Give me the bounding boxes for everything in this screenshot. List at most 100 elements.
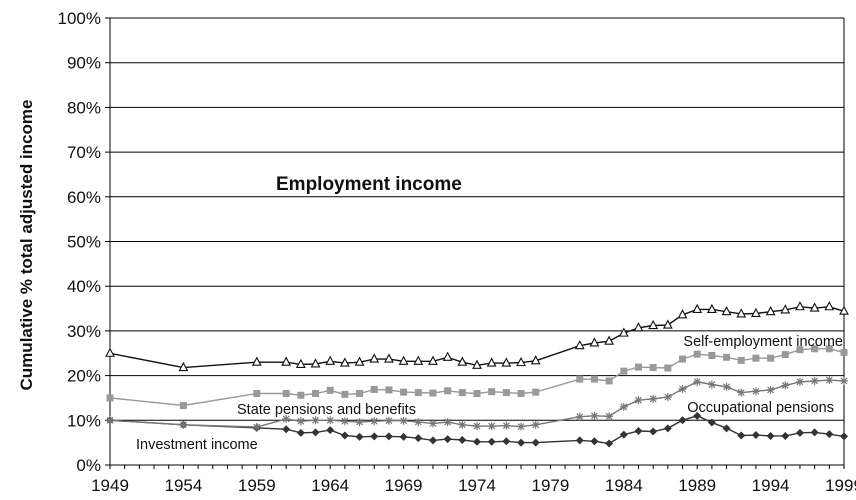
data-point	[531, 420, 540, 429]
data-point	[473, 437, 481, 446]
data-point	[751, 431, 760, 440]
x-tick-label: 1979	[531, 476, 569, 495]
y-tick-label: 10%	[67, 411, 101, 430]
data-point	[781, 351, 789, 359]
data-point	[605, 439, 614, 448]
data-point	[677, 309, 688, 319]
data-point	[501, 357, 512, 367]
data-point	[707, 418, 716, 427]
data-point	[663, 424, 672, 433]
data-point	[341, 390, 349, 398]
data-point	[384, 416, 393, 425]
data-point	[618, 327, 629, 337]
data-point	[443, 435, 452, 444]
area-label-investment-income: Investment income	[136, 437, 258, 453]
data-point	[326, 426, 335, 435]
data-point	[473, 422, 481, 431]
data-point	[810, 376, 819, 385]
data-point	[706, 303, 717, 313]
data-point	[326, 416, 335, 425]
data-point	[693, 350, 701, 358]
data-point	[795, 301, 805, 311]
data-point	[810, 428, 819, 437]
axes	[105, 17, 845, 469]
data-point	[692, 303, 703, 313]
x-tick-label: 1964	[311, 476, 349, 495]
data-point	[312, 389, 320, 397]
data-point	[384, 432, 393, 441]
data-point	[634, 363, 642, 371]
y-tick-label: 30%	[67, 322, 101, 341]
data-point	[370, 417, 379, 426]
series-state-pensions-and-benefits	[106, 345, 848, 410]
data-point	[517, 422, 526, 431]
data-point	[487, 422, 496, 431]
y-tick-label: 60%	[67, 188, 101, 207]
series-line	[109, 379, 845, 428]
data-point	[253, 389, 261, 397]
data-point	[296, 417, 305, 426]
data-point	[721, 306, 732, 316]
data-point	[737, 356, 745, 364]
data-point	[282, 414, 291, 423]
data-point	[663, 393, 672, 402]
data-point	[605, 412, 614, 421]
data-point	[707, 380, 716, 389]
data-point	[796, 346, 804, 354]
data-point	[693, 411, 702, 420]
data-point	[766, 385, 775, 394]
data-point	[620, 367, 628, 375]
data-point	[310, 358, 321, 368]
data-point	[678, 416, 687, 425]
data-point	[429, 389, 437, 397]
data-point	[487, 437, 496, 446]
data-point	[736, 308, 747, 318]
data-point	[795, 377, 804, 386]
data-point	[605, 377, 613, 385]
series-layer	[105, 301, 849, 448]
data-point	[399, 432, 408, 441]
x-tick-label: 1949	[91, 476, 129, 495]
data-point	[355, 418, 364, 427]
data-point	[472, 359, 482, 369]
data-point	[634, 427, 643, 436]
data-point	[649, 364, 657, 372]
data-point	[369, 353, 380, 363]
data-point	[575, 412, 584, 421]
data-point	[179, 402, 187, 410]
data-point	[413, 355, 424, 365]
data-point	[811, 345, 819, 353]
data-point	[282, 389, 290, 397]
gridlines	[110, 17, 844, 421]
data-point	[648, 319, 659, 330]
data-point	[662, 319, 673, 329]
data-point	[488, 388, 496, 396]
y-tick-label: 90%	[67, 54, 101, 73]
y-tick-label: 100%	[58, 9, 101, 28]
data-point	[530, 355, 541, 365]
data-point	[355, 432, 364, 441]
data-point	[414, 418, 423, 427]
data-point	[619, 430, 628, 439]
data-point	[370, 432, 379, 441]
data-point	[737, 388, 746, 397]
series-occupational-pensions	[106, 376, 848, 432]
data-point	[664, 364, 672, 372]
y-tick-label: 80%	[67, 98, 101, 117]
x-tick-label: 1989	[678, 476, 716, 495]
data-point	[458, 389, 466, 397]
data-point	[502, 437, 511, 446]
x-tick-label: 1994	[752, 476, 790, 495]
data-point	[296, 428, 305, 437]
data-point	[604, 335, 615, 345]
data-point	[486, 357, 497, 367]
data-point	[531, 438, 540, 447]
data-point	[414, 434, 423, 443]
data-point	[825, 430, 834, 439]
data-point	[356, 389, 364, 397]
data-point	[252, 423, 261, 432]
y-tick-label: 70%	[67, 143, 101, 162]
data-point	[765, 306, 776, 316]
y-tick-labels: 0% 10% 20% 30% 40% 50% 60% 70% 80% 90% 100%	[58, 9, 101, 475]
data-point	[354, 356, 365, 366]
